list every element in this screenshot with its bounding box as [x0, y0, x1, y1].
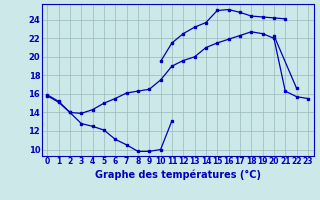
X-axis label: Graphe des températures (°C): Graphe des températures (°C) [95, 169, 260, 180]
